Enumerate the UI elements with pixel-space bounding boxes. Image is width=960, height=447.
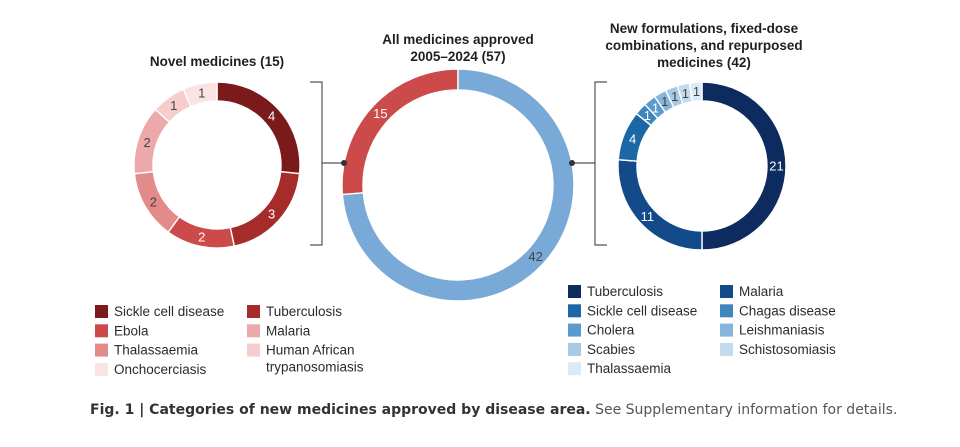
new-legend-label-scabies: Scabies (587, 342, 635, 357)
segment-label-cholera: 1 (652, 100, 659, 115)
segment-label-sickle-cell-disease: 4 (629, 131, 636, 146)
novel-legend-swatch-malaria (247, 324, 260, 338)
novel-legend-label-onchocerciasis: Onchocerciasis (114, 362, 207, 377)
right-bracket-line (572, 81, 607, 246)
segment-label-ebola: 2 (198, 229, 205, 244)
segment-malaria (133, 108, 171, 175)
figure-caption: Fig. 1 | Categories of new medicines app… (90, 399, 910, 421)
new-legend-label-malaria: Malaria (739, 284, 784, 299)
new-legend-swatch-chagas-disease (720, 304, 733, 318)
segment-label-schistosomiasis: 1 (682, 86, 689, 101)
novel-legend-label-sickle-cell-disease: Sickle cell disease (114, 304, 224, 319)
segment-label-leishmaniasis: 1 (661, 94, 668, 109)
all-title: All medicines approved 2005–2024 (57) (382, 32, 534, 64)
new-title-line2: combinations, and repurposed (605, 38, 802, 53)
novel-legend-label-human-african-trypanosomiasis: Human African trypanosomiasis (266, 343, 364, 375)
novel-legend-swatch-tuberculosis (247, 305, 260, 318)
novel-title: Novel medicines (15) (150, 54, 284, 69)
new-legend-label-schistosomiasis: Schistosomiasis (739, 342, 836, 357)
left-bracket-dot (341, 160, 347, 166)
left-bracket-line (310, 81, 344, 246)
new-legend-swatch-leishmaniasis (720, 323, 733, 337)
new-title-line1: New formulations, fixed-dose (610, 21, 799, 36)
segment-tuberculosis (229, 170, 301, 248)
new-title: New formulations, fixed-dose combination… (605, 21, 802, 70)
new-legend-swatch-schistosomiasis (720, 342, 733, 356)
segment-novel-medicines (341, 68, 459, 196)
segment-label-sickle-cell-disease: 4 (268, 108, 275, 123)
left-bracket (310, 81, 347, 246)
new-legend-label-tuberculosis: Tuberculosis (587, 284, 663, 299)
new-legend-label-sickle-cell-disease: Sickle cell disease (587, 303, 697, 318)
novel-legend-swatch-onchocerciasis (95, 362, 108, 376)
segment-label-chagas-disease: 1 (644, 108, 651, 123)
segment-label-malaria: 11 (641, 209, 655, 224)
novel-legend-swatch-ebola (95, 324, 108, 338)
segment-label-novel-medicines: 15 (373, 106, 387, 121)
novel-legend-label-tuberculosis: Tuberculosis (266, 304, 342, 319)
segment-label-tuberculosis: 21 (769, 159, 783, 174)
segment-onchocerciasis (182, 81, 218, 108)
novel-legend-swatch-thalassaemia (95, 343, 108, 357)
right-bracket-dot (569, 160, 575, 166)
segment-label-thalassaemia: 1 (693, 84, 700, 99)
all-title-line2: 2005–2024 (57) (410, 49, 505, 64)
segment-label-thalassaemia: 2 (150, 194, 157, 209)
segment-label-human-african-trypanosomiasis: 1 (170, 98, 177, 113)
new-formulations-legend: Tuberculosis Malaria Sickle cell disease Ch… (568, 284, 836, 376)
new-legend-swatch-cholera (568, 323, 581, 337)
new-legend-label-cholera: Cholera (587, 323, 635, 338)
novel-medicines-donut: 4 3 2 2 2 1 1 (133, 81, 301, 249)
segment-label-malaria: 2 (143, 135, 150, 150)
new-legend-swatch-tuberculosis (568, 285, 581, 298)
novel-legend-label-thalassaemia: Thalassaemia (114, 343, 199, 358)
new-legend-swatch-sickle-cell-disease (568, 304, 581, 318)
novel-medicines-legend: Sickle cell disease Tuberculosis Ebola Mala… (95, 304, 364, 377)
novel-legend-label-malaria: Malaria (266, 323, 311, 338)
segment-label-new-formulations-fixed-dose-combinations-and-repurposed-medicines: 42 (528, 249, 542, 264)
new-title-line3: medicines (42) (657, 55, 751, 70)
segment-malaria (617, 158, 703, 251)
caption-bold: Fig. 1 | Categories of new medicines app… (90, 402, 591, 418)
all-title-line1: All medicines approved (382, 32, 534, 47)
new-legend-swatch-malaria (720, 285, 733, 298)
caption-text: See Supplementary information for detail… (590, 402, 898, 418)
segment-sickle-cell-disease (216, 81, 301, 175)
new-legend-label-leishmaniasis: Leishmaniasis (739, 323, 825, 338)
novel-legend-label-ebola: Ebola (114, 323, 149, 338)
new-legend-swatch-thalassaemia (568, 362, 581, 376)
novel-title-line: Novel medicines (15) (150, 54, 284, 69)
right-bracket (569, 81, 607, 246)
novel-legend-swatch-human-african-trypanosomiasis (247, 343, 260, 357)
novel-legend-swatch-sickle-cell-disease (95, 305, 108, 318)
segment-label-scabies: 1 (671, 89, 678, 104)
new-legend-label-chagas-disease: Chagas disease (739, 303, 836, 318)
segment-label-onchocerciasis: 1 (198, 86, 205, 101)
segment-new-formulations-fixed-dose-combinations-and-repurposed-medicines (341, 68, 575, 302)
new-legend-label-thalassaemia: Thalassaemia (587, 361, 672, 376)
segment-label-tuberculosis: 3 (268, 207, 275, 222)
new-legend-swatch-scabies (568, 342, 581, 356)
segment-thalassaemia (688, 81, 703, 103)
